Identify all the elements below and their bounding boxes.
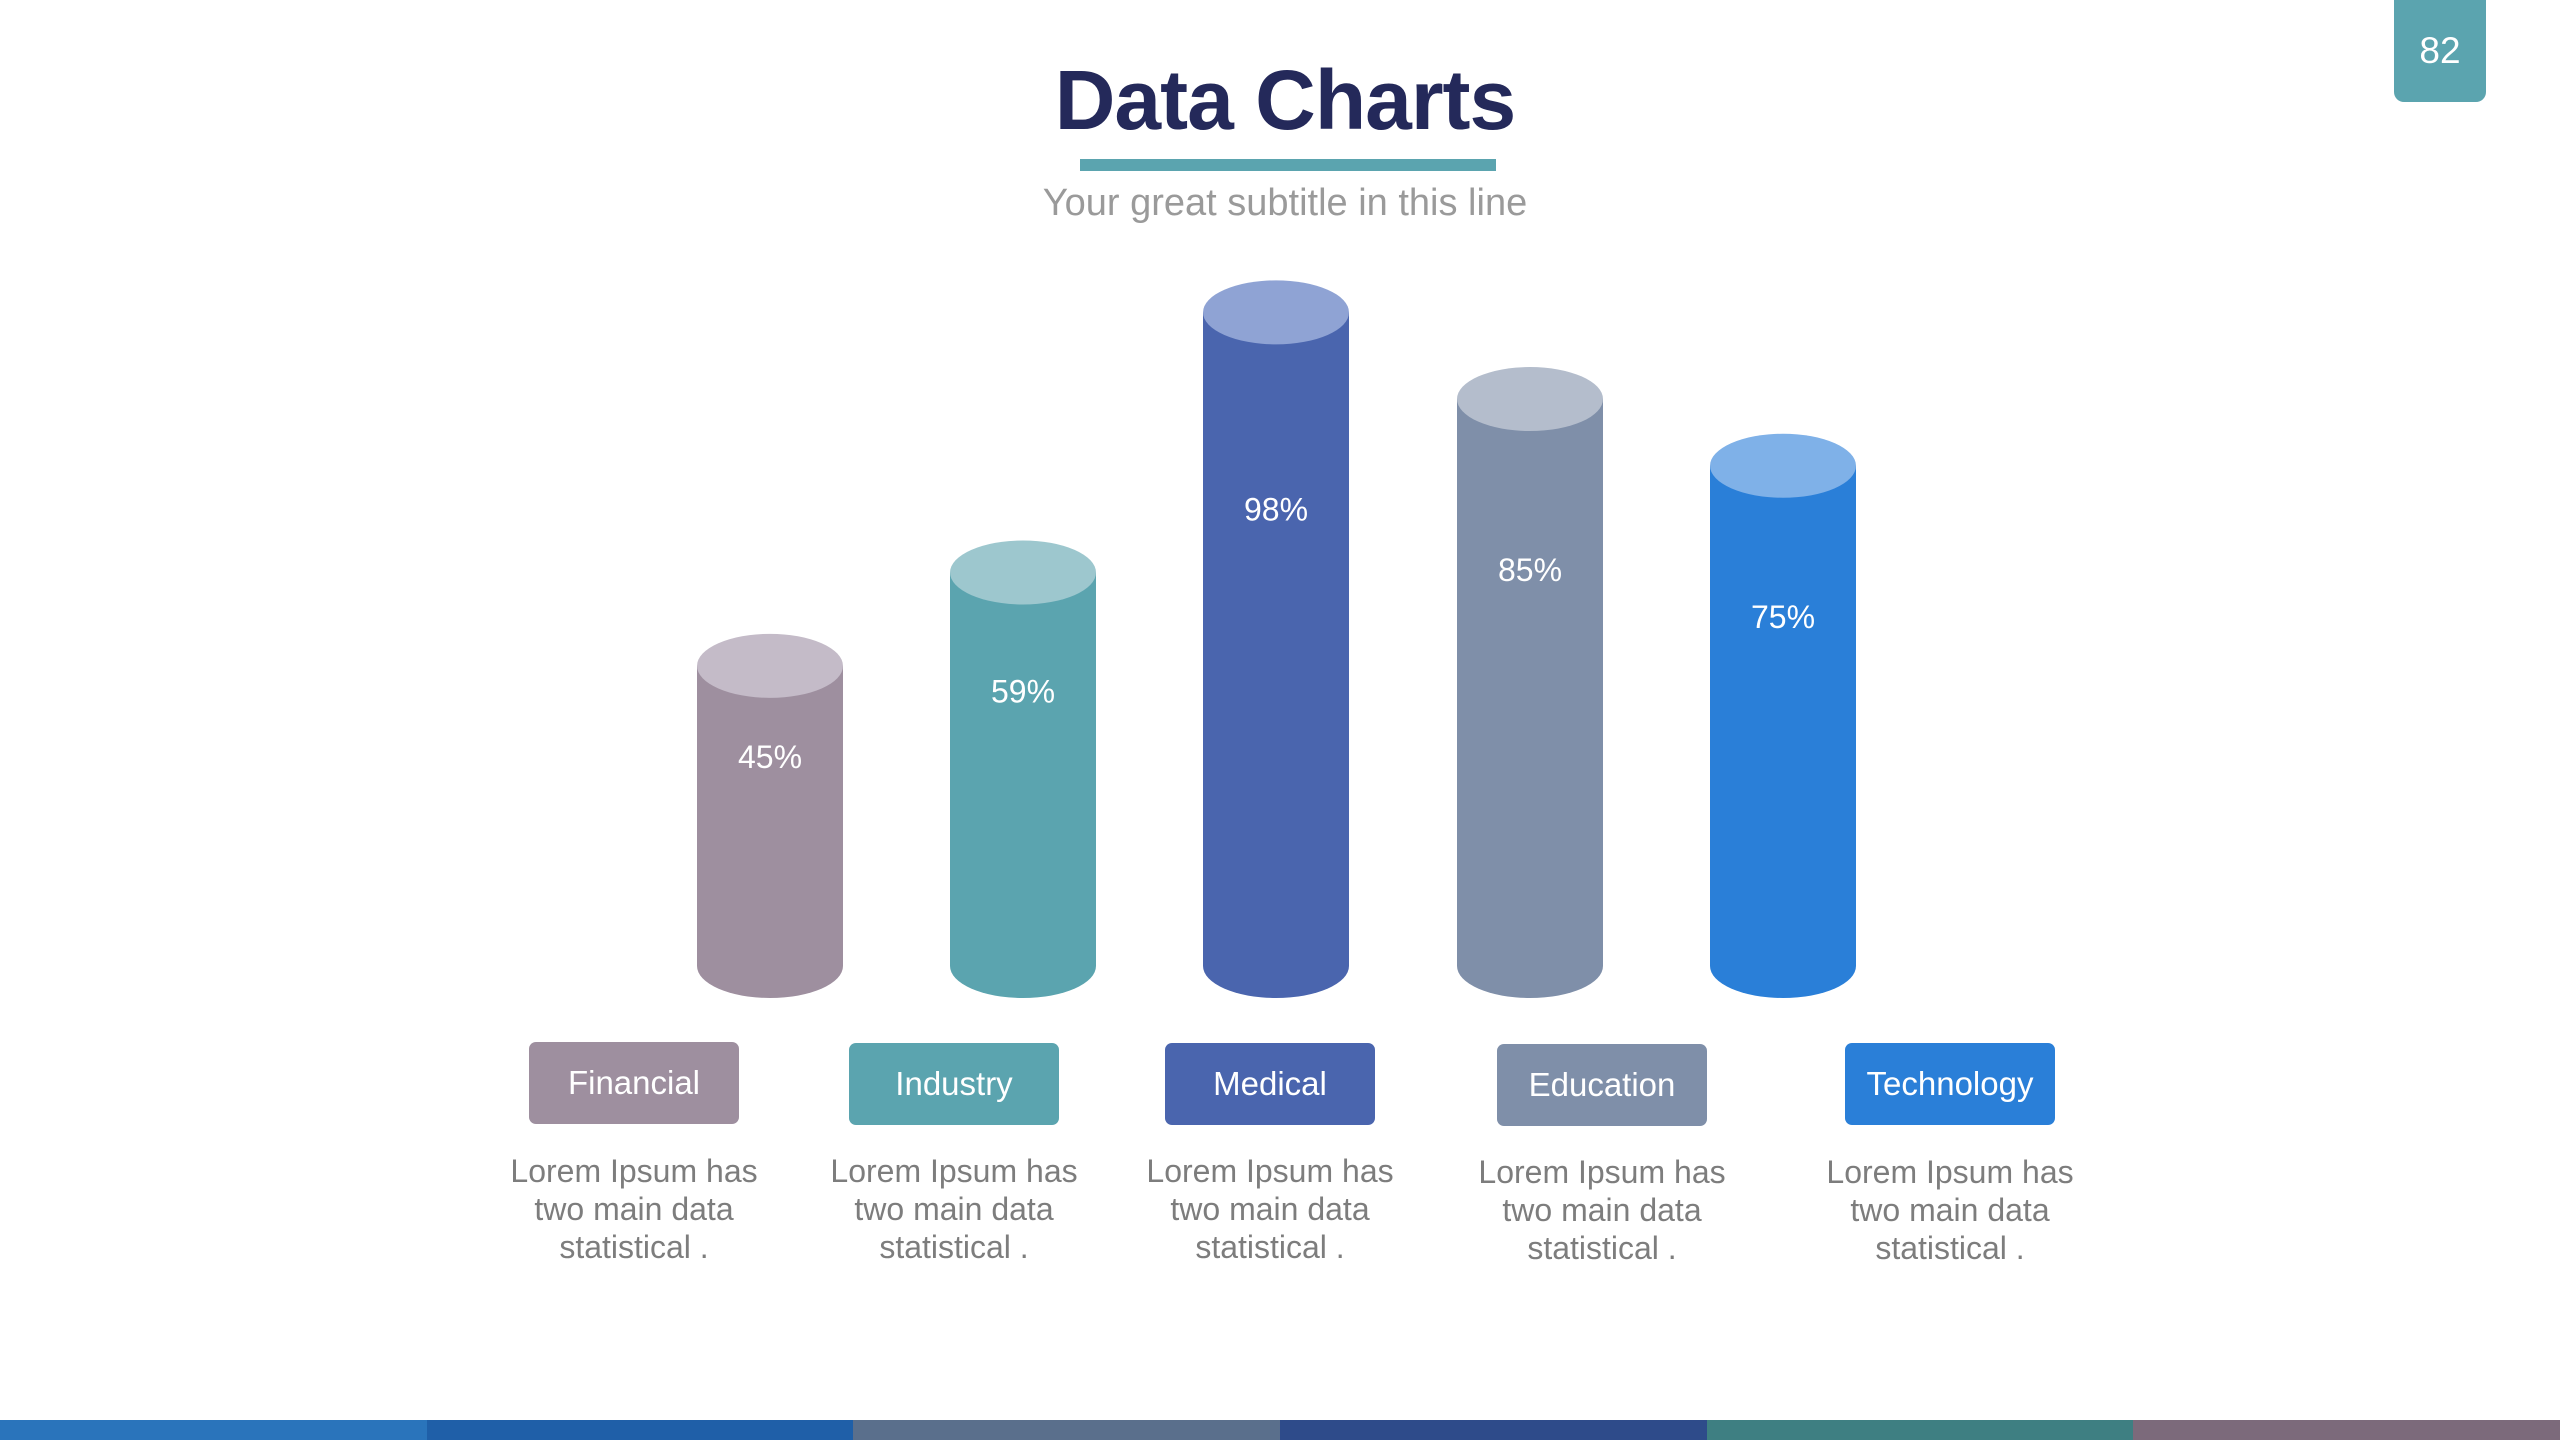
category-label-text: Technology [1866, 1065, 2034, 1102]
cylinder-bar-medical: 98% [1203, 280, 1349, 999]
cylinder-bar-financial: 45% [697, 633, 843, 998]
footer-stripe-segment [2133, 1420, 2560, 1440]
category-label-text: Financial [567, 1064, 701, 1101]
page-title: Data Charts [1054, 53, 1516, 147]
category-label-education: Education [1497, 1044, 1707, 1126]
category-label-text: Medical [1213, 1065, 1327, 1102]
category-label-financial: Financial [529, 1042, 739, 1124]
page-number: 82 [2419, 30, 2461, 71]
cylinder-body [1457, 399, 1603, 998]
footer-stripe-segment [1280, 1420, 1707, 1440]
category-description-technology: Lorem Ipsum has two main data statistica… [1826, 1154, 2074, 1266]
footer-stripe-segment [0, 1420, 427, 1440]
footer-stripe-segment [853, 1420, 1280, 1440]
footer-stripe-segment [427, 1420, 854, 1440]
cylinder-top [1203, 280, 1349, 345]
cylinder-body [950, 572, 1096, 998]
cylinder-top [1457, 367, 1603, 432]
value-label: 45% [738, 739, 802, 775]
value-label: 59% [991, 674, 1055, 710]
category-description-industry: Lorem Ipsum has two main data statistica… [830, 1153, 1078, 1265]
cylinder-body [1710, 465, 1856, 998]
category-description-education: Lorem Ipsum has two main data statistica… [1478, 1154, 1726, 1266]
category-label-medical: Medical [1165, 1043, 1375, 1125]
category-description-financial: Lorem Ipsum has two main data statistica… [510, 1153, 758, 1265]
cylinder-bar-education: 85% [1457, 367, 1603, 998]
title-underline [1080, 159, 1496, 171]
category-label-industry: Industry [849, 1043, 1059, 1125]
value-label: 75% [1751, 599, 1815, 635]
cylinder-bar-industry: 59% [950, 540, 1096, 998]
category-label-text: Education [1528, 1066, 1676, 1103]
cylinder-top [1710, 433, 1856, 498]
cylinder-top [697, 633, 843, 698]
page-subtitle: Your great subtitle in this line [1042, 182, 1528, 224]
value-label: 85% [1498, 552, 1562, 588]
category-label-text: Industry [895, 1065, 1013, 1102]
category-label-technology: Technology [1845, 1043, 2055, 1125]
cylinder-top [950, 540, 1096, 605]
category-description-medical: Lorem Ipsum has two main data statistica… [1146, 1153, 1394, 1265]
footer-stripe-segment [1707, 1420, 2134, 1440]
page-number-badge: 82 [2394, 0, 2486, 102]
cylinder-bar-technology: 75% [1710, 433, 1856, 998]
cylinder-body [1203, 312, 1349, 999]
cylinder-body [697, 665, 843, 998]
value-label: 98% [1244, 491, 1308, 527]
